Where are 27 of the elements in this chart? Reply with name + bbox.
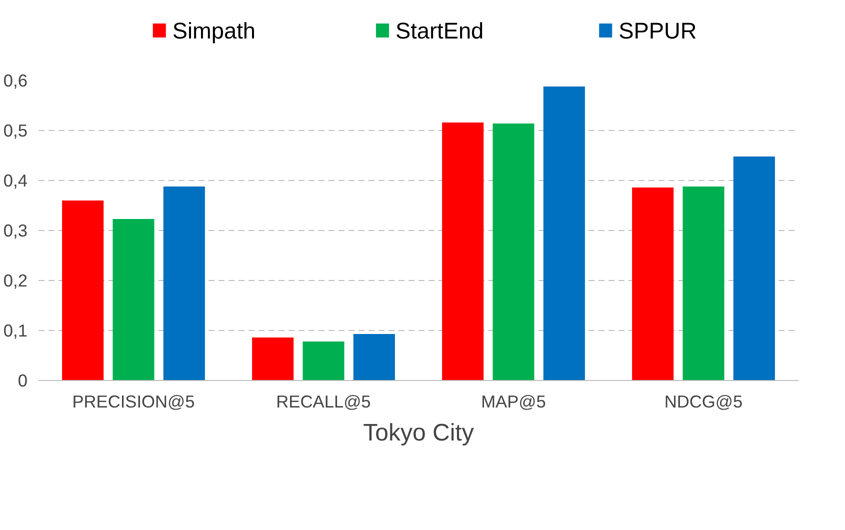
bar — [62, 200, 104, 380]
y-tick-label: 0,1 — [3, 320, 28, 340]
bar — [543, 86, 585, 380]
y-tick-label: 0,6 — [3, 70, 28, 90]
bar — [163, 186, 205, 380]
bar — [442, 122, 484, 380]
bar — [112, 219, 154, 380]
bar — [353, 334, 395, 380]
y-tick-label: 0,4 — [3, 170, 28, 190]
bar — [252, 338, 294, 380]
bar — [302, 342, 344, 380]
legend-label: Simpath — [172, 18, 256, 44]
bar — [682, 186, 724, 380]
y-tick-label: 0,2 — [3, 270, 28, 290]
y-tick-label: 0,5 — [3, 120, 28, 140]
x-tick-label: MAP@5 — [481, 392, 546, 412]
legend-label: SPPUR — [618, 18, 697, 44]
bar — [733, 156, 775, 380]
y-tick-label: 0 — [18, 370, 28, 390]
x-tick-label: PRECISION@5 — [72, 392, 195, 412]
legend-label: StartEnd — [396, 18, 484, 44]
bar — [492, 124, 534, 380]
x-axis-title: Tokyo City — [363, 420, 474, 446]
bar — [632, 188, 674, 380]
x-tick-label: RECALL@5 — [276, 392, 371, 412]
x-tick-label: NDCG@5 — [664, 392, 743, 412]
y-tick-label: 0,3 — [3, 220, 28, 240]
